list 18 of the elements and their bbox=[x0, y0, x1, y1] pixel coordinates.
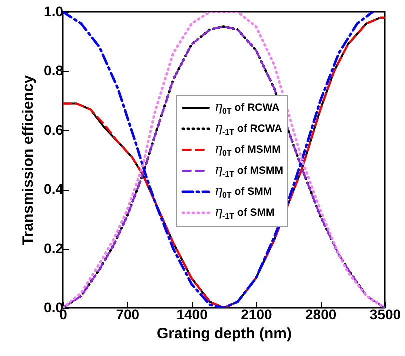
y-tick-label: 1.0 bbox=[44, 4, 64, 20]
x-tick-label: 2800 bbox=[306, 306, 337, 322]
y-tick-label: 0.2 bbox=[44, 240, 64, 256]
legend-label: η$_{0T}$ of SMM bbox=[214, 184, 272, 200]
x-axis-title: Grating depth (nm) bbox=[157, 326, 292, 342]
legend-label: η$_{-1T}$ of SMM bbox=[214, 205, 275, 222]
y-tick-label: 0.6 bbox=[44, 122, 64, 138]
y-tick-label: 0.4 bbox=[44, 181, 64, 198]
x-tick-label: 2100 bbox=[241, 306, 272, 322]
legend-label: η$_{0T}$ of RCWA bbox=[214, 100, 280, 116]
y-axis-title: Transmission efficiency bbox=[20, 74, 38, 246]
legend-label: η$_{-1T}$ of RCWA bbox=[214, 121, 282, 138]
x-tick-label: 700 bbox=[116, 306, 140, 322]
legend-label: η$_{-1T}$ of MSMM bbox=[214, 163, 284, 180]
y-tick-label: 0.8 bbox=[44, 62, 64, 79]
x-tick-label: 1400 bbox=[176, 306, 208, 322]
x-tick-label: 3500 bbox=[370, 306, 402, 322]
legend-label: η$_{0T}$ of MSMM bbox=[214, 142, 281, 158]
